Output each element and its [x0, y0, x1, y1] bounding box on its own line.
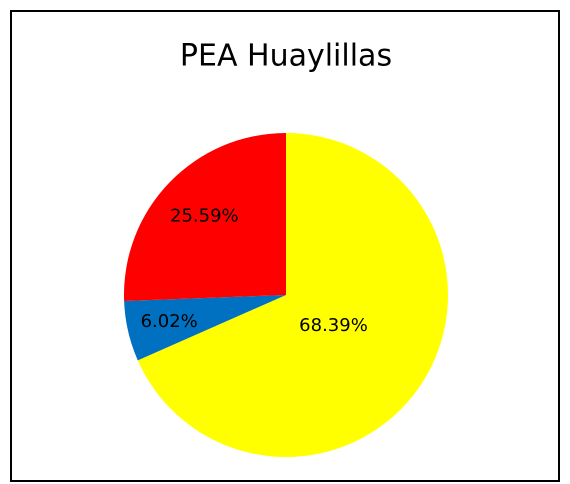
data-label: 68.39% [299, 315, 368, 336]
pie-slice [137, 133, 449, 457]
data-label: 25.59% [170, 205, 239, 226]
chart-title: PEA Huaylillas [180, 39, 392, 74]
pie-slice [124, 295, 286, 361]
pie-slice [124, 133, 286, 302]
data-label: 6.02% [141, 311, 198, 332]
